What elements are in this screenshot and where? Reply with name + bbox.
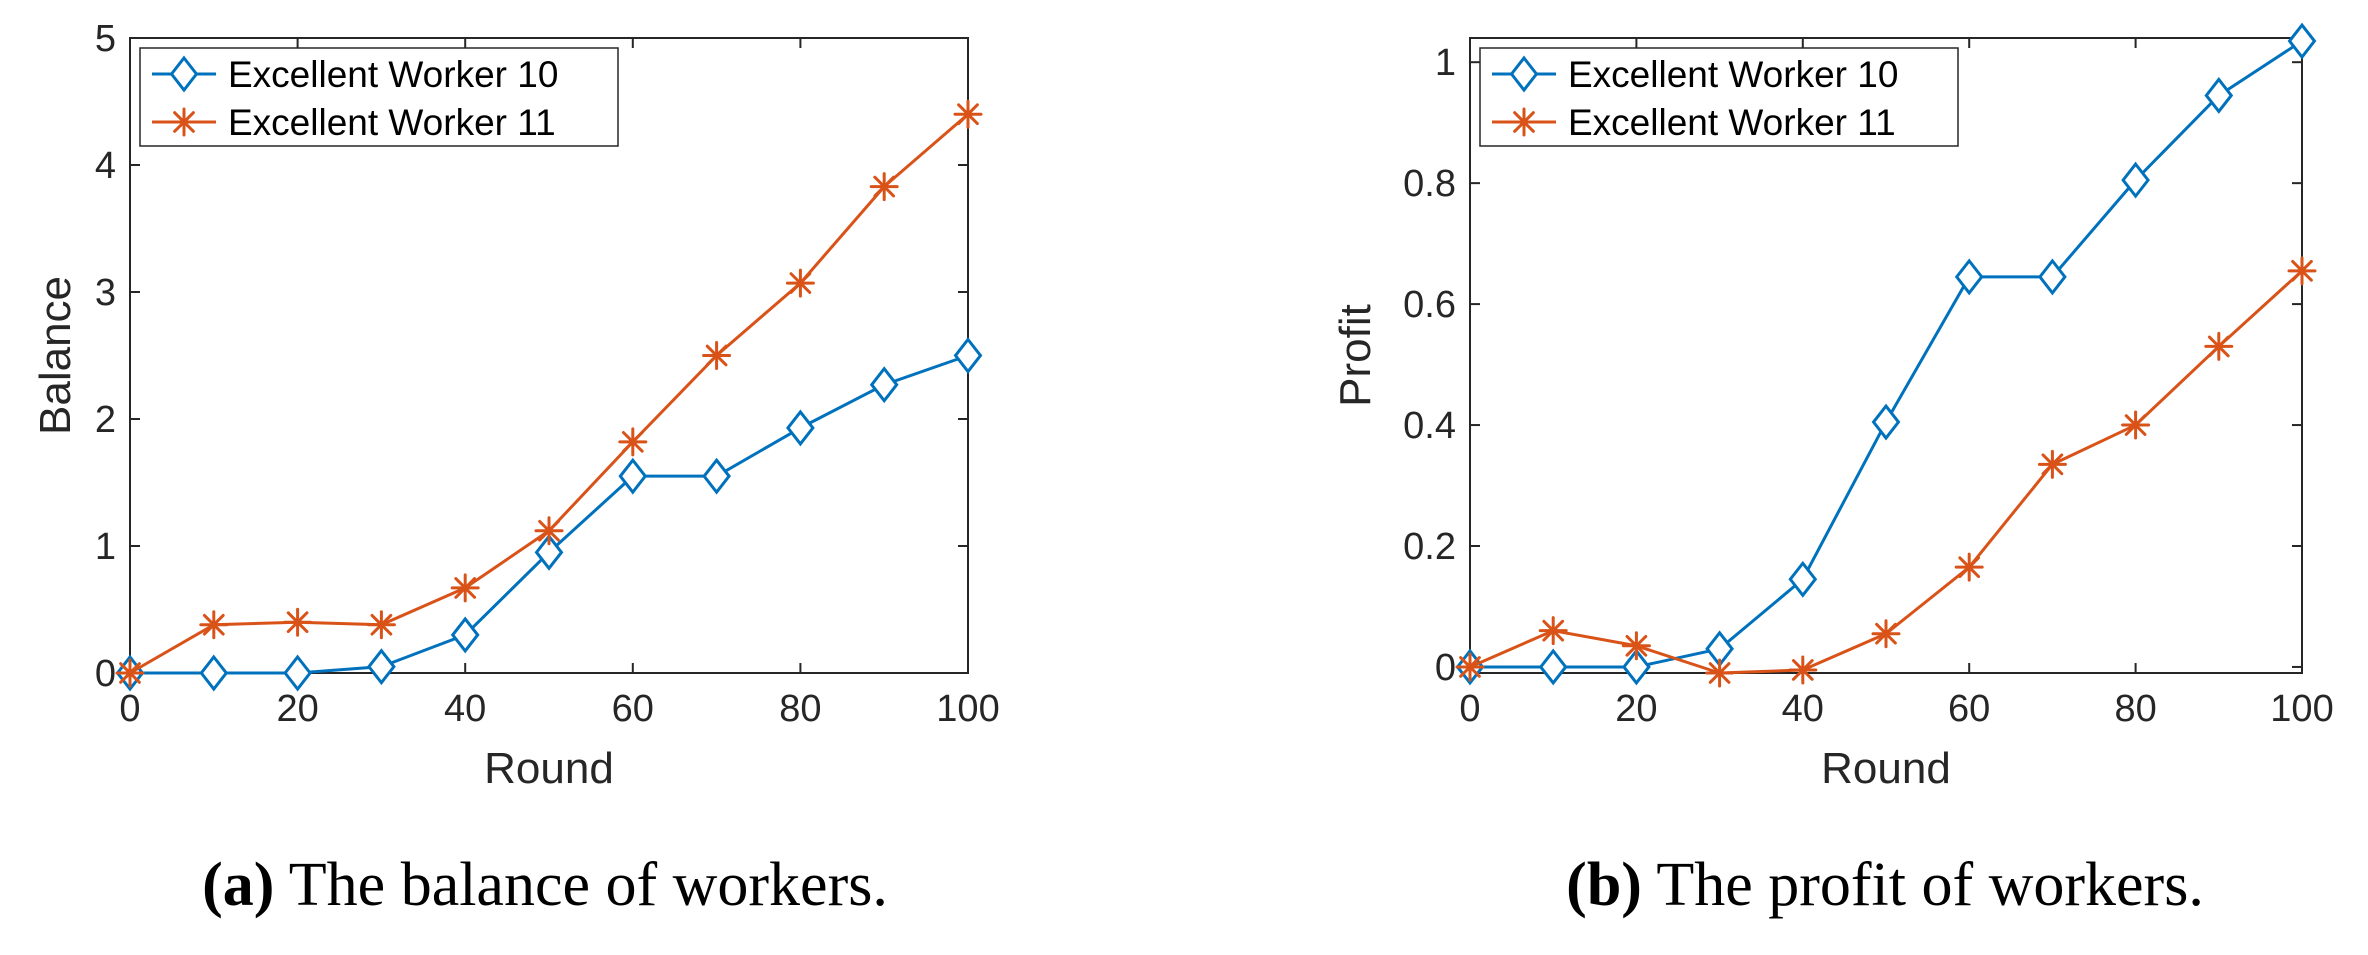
series-2-point xyxy=(1621,631,1651,661)
series-1-point xyxy=(534,533,564,571)
y-tick-label: 0.2 xyxy=(1403,526,1456,568)
series-2-point xyxy=(953,99,983,129)
y-tick-label: 0 xyxy=(1435,647,1456,689)
series-2-point xyxy=(1705,658,1735,688)
y-axis-label: Balance xyxy=(31,276,80,435)
legend-label-2: Excellent Worker 11 xyxy=(1568,102,1896,143)
series-1-point xyxy=(1871,403,1901,441)
series-2-point xyxy=(450,573,480,603)
series-2-point xyxy=(1538,616,1568,646)
series-1-point xyxy=(702,457,731,495)
x-axis-label: Round xyxy=(484,744,614,793)
y-tick-label: 4 xyxy=(95,145,116,187)
y-tick-label: 3 xyxy=(95,272,116,314)
x-tick-label: 40 xyxy=(444,688,486,730)
legend-marker-1 xyxy=(1509,55,1539,93)
caption-text: The balance of workers. xyxy=(274,851,887,919)
legend: Excellent Worker 10 Excellent Worker 11 xyxy=(1479,47,1959,147)
legend-label-1: Excellent Worker 10 xyxy=(228,54,558,95)
y-tick-label: 1 xyxy=(1435,42,1456,84)
series-1-point xyxy=(1788,560,1818,598)
series-1-point xyxy=(953,337,983,374)
series-2-point xyxy=(785,268,815,298)
series-2-point xyxy=(1954,552,1984,582)
series-2-point xyxy=(115,658,145,688)
series-2-point xyxy=(199,610,229,640)
x-tick-label: 60 xyxy=(612,688,654,730)
caption: (a) The balance of workers. xyxy=(202,851,888,919)
x-tick-label: 100 xyxy=(936,688,999,730)
series-1-point xyxy=(2287,22,2317,60)
caption-text: The profit of workers. xyxy=(1642,851,2204,919)
series-2-point xyxy=(1455,652,1485,682)
y-tick-label: 0.6 xyxy=(1403,284,1456,326)
x-tick-label: 80 xyxy=(2114,688,2156,730)
series-2-point xyxy=(702,341,732,370)
legend: Excellent Worker 10 Excellent Worker 11 xyxy=(139,47,619,147)
x-tick-label: 100 xyxy=(2270,688,2333,730)
series-1-point xyxy=(367,648,396,686)
x-axis-label: Round xyxy=(1821,744,1951,793)
legend-label-1: Excellent Worker 10 xyxy=(1568,54,1898,95)
panel-profit: 0 20 40 60 80 100 0 0.2 0.4 0.6 0.8 1 Round Profit Exc… xyxy=(1331,22,2334,919)
series-1-point xyxy=(786,409,815,447)
legend-marker-2 xyxy=(1509,107,1539,137)
caption-letter: (b) xyxy=(1566,851,1642,919)
series-2-point xyxy=(1788,655,1818,685)
series-1-point xyxy=(2204,77,2234,114)
series-2-point xyxy=(283,607,313,637)
series-1-point xyxy=(618,457,648,495)
series-2-point xyxy=(366,610,396,640)
x-tick-label: 60 xyxy=(1948,688,1990,730)
series-2-point xyxy=(2287,256,2317,286)
legend-box xyxy=(139,47,619,147)
y-tick-label: 0.4 xyxy=(1403,405,1456,447)
y-tick-label: 0.8 xyxy=(1403,163,1456,205)
x-tick-label: 20 xyxy=(276,688,318,730)
series-1-point xyxy=(450,616,480,654)
series-2-point xyxy=(618,427,648,457)
y-tick-label: 1 xyxy=(95,526,116,568)
series-1-point xyxy=(869,366,899,404)
series-1-point xyxy=(199,654,229,692)
y-tick-label: 2 xyxy=(95,399,116,441)
legend-box xyxy=(1479,47,1959,147)
series-1-point xyxy=(1538,648,1568,686)
series-1-point xyxy=(283,654,312,692)
series-2-point xyxy=(2204,331,2234,361)
y-axis-label: Profit xyxy=(1331,304,1380,407)
series-2-point xyxy=(534,516,564,546)
series-2-point xyxy=(2037,449,2067,479)
x-tick-label: 20 xyxy=(1615,688,1657,730)
series-2-point xyxy=(1871,619,1901,649)
legend-marker-2 xyxy=(169,107,199,137)
series-1-point xyxy=(2038,258,2067,296)
panel-balance: 0 20 40 60 80 100 0 1 2 3 4 5 Round Balance Excellent … xyxy=(31,18,1000,919)
series-1-point xyxy=(1954,258,1984,296)
x-tick-label: 40 xyxy=(1782,688,1824,730)
y-tick-label: 0 xyxy=(95,653,116,695)
x-tick-label: 0 xyxy=(119,688,140,730)
caption: (b) The profit of workers. xyxy=(1566,851,2204,919)
series-2-point xyxy=(2121,410,2151,440)
x-tick-label: 0 xyxy=(1459,688,1480,730)
legend-label-2: Excellent Worker 11 xyxy=(228,102,556,143)
y-tick-label: 5 xyxy=(95,18,116,60)
caption-letter: (a) xyxy=(202,851,274,919)
series-1-point xyxy=(1622,648,1651,686)
series-1-point xyxy=(2121,161,2150,199)
x-tick-label: 80 xyxy=(779,688,821,730)
series-2-point xyxy=(869,172,899,202)
legend-marker-1 xyxy=(169,55,199,93)
